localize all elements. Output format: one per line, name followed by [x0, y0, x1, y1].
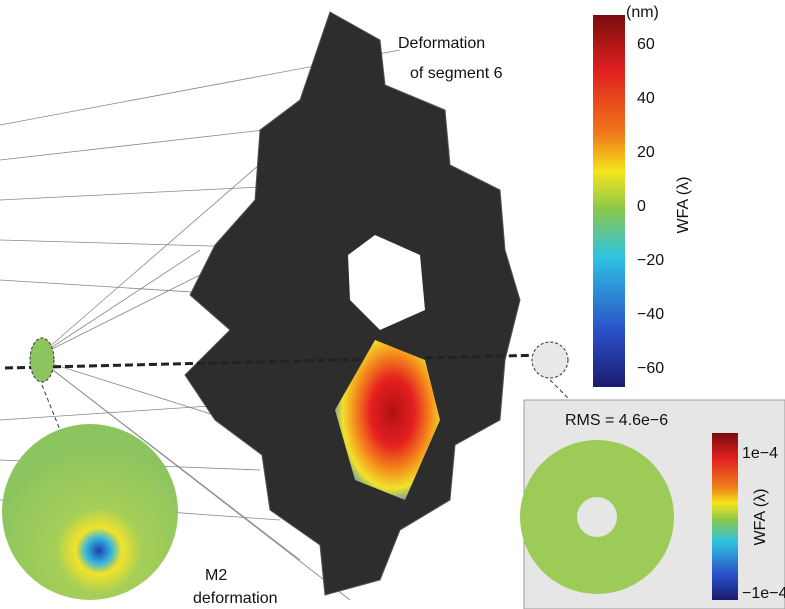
- colorbar-tick: 1e−4: [742, 445, 778, 462]
- label: of segment 6: [410, 65, 503, 82]
- m2-small: [30, 338, 54, 382]
- colorbar-unit: (nm): [626, 4, 659, 21]
- label: Deformation: [398, 35, 485, 52]
- colorbar-tick: −60: [637, 360, 664, 377]
- focus-spot: [532, 342, 568, 378]
- pupil-hole: [577, 497, 617, 537]
- colorbar-tick: 40: [637, 90, 655, 107]
- colorbar-tick: −20: [637, 252, 664, 269]
- m2-map: [2, 424, 178, 600]
- figure: Deformation of segment 6 M2 deformation …: [0, 0, 785, 609]
- label: M2: [205, 567, 227, 584]
- colorbar-label: WFA (λ): [675, 177, 692, 234]
- primary-mirror: [185, 12, 520, 595]
- label: deformation: [193, 590, 278, 607]
- colorbar-tick: 20: [637, 144, 655, 161]
- main-colorbar: [593, 15, 625, 387]
- colorbar-tick: 60: [637, 36, 655, 53]
- leader: [42, 385, 60, 430]
- colorbar-label: WFA (λ): [752, 489, 769, 546]
- rms-label: RMS = 4.6e−6: [565, 412, 668, 429]
- colorbar-tick: 0: [637, 198, 646, 215]
- colorbar-tick: −1e−4: [742, 585, 785, 602]
- inset-colorbar: [712, 433, 738, 600]
- colorbar-tick: −40: [637, 306, 664, 323]
